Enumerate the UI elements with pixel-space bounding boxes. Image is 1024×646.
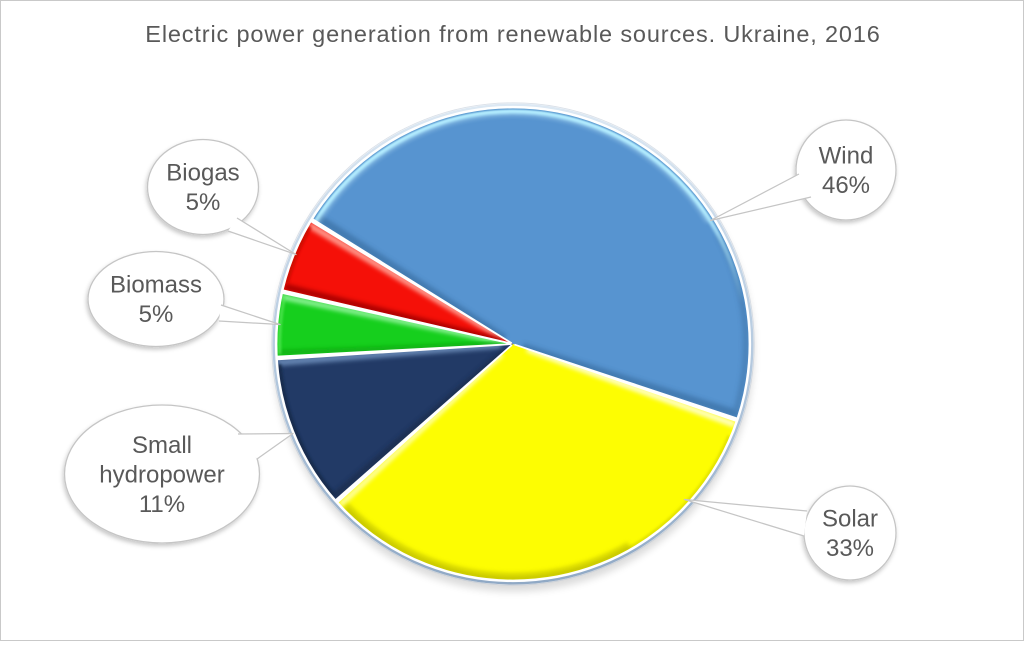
svg-text:5%: 5% (139, 301, 174, 328)
svg-text:5%: 5% (186, 189, 221, 216)
svg-text:Biomass: Biomass (110, 272, 202, 299)
svg-text:46%: 46% (822, 172, 870, 199)
svg-text:hydropower: hydropower (99, 461, 224, 488)
svg-text:Electric power generation from: Electric power generation from renewable… (145, 21, 880, 47)
svg-text:Biogas: Biogas (166, 160, 239, 187)
svg-text:Wind: Wind (819, 143, 874, 170)
svg-text:33%: 33% (826, 535, 874, 562)
svg-text:Small: Small (132, 432, 192, 459)
svg-text:11%: 11% (139, 491, 185, 518)
svg-text:Solar: Solar (822, 506, 878, 533)
